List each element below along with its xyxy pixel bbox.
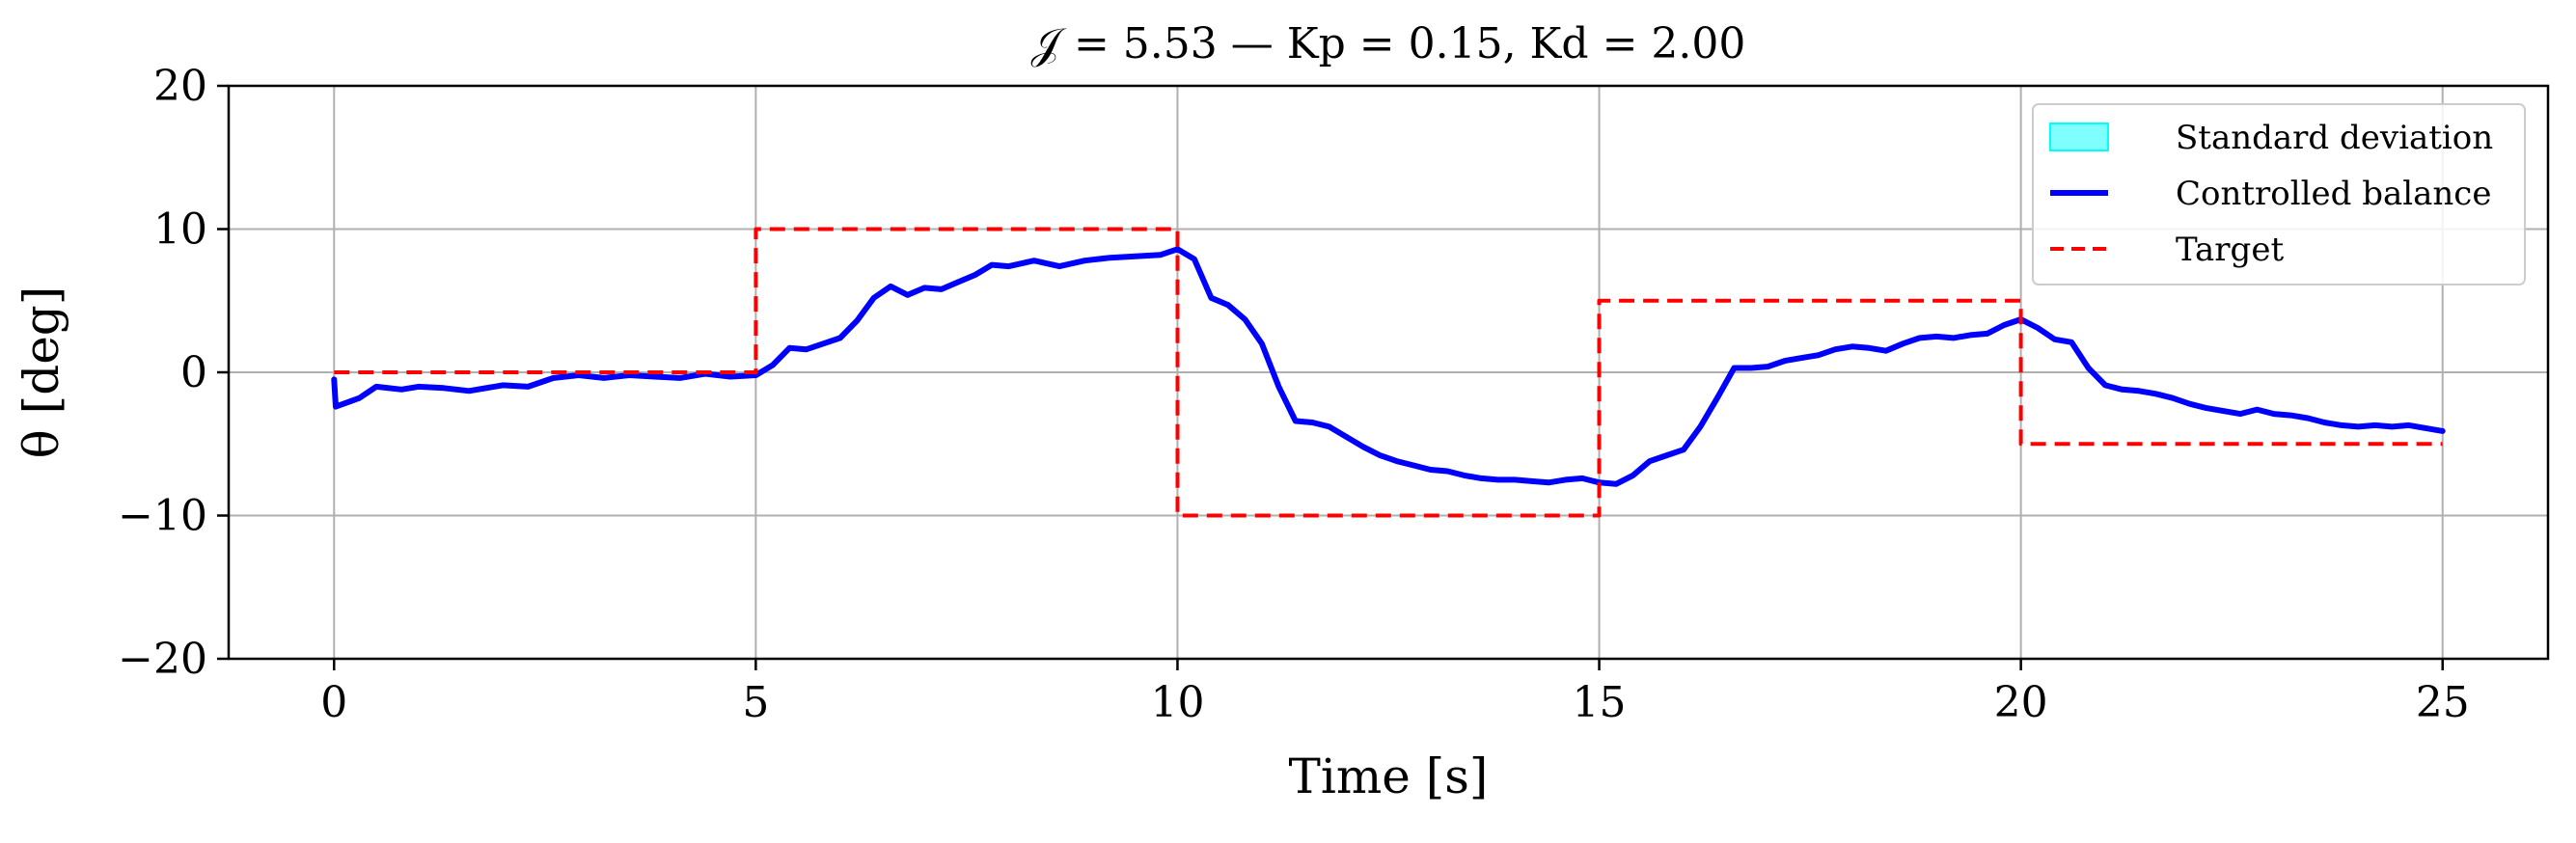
x-tick-label: 15	[1573, 678, 1627, 727]
x-tick-label: 25	[2416, 678, 2470, 727]
series-line-target	[334, 227, 2443, 518]
chart-title: 𝒥 = 5.53 — Kp = 0.15, Kd = 2.00	[1031, 19, 1746, 68]
x-tick-label: 10	[1150, 678, 1204, 727]
y-axis-label: θ [deg]	[14, 286, 69, 459]
y-tick-label: −10	[118, 492, 207, 541]
legend-label-std-deviation: Standard deviation	[2176, 119, 2493, 157]
series-layer	[331, 227, 2446, 518]
y-tick-label: 0	[180, 348, 207, 397]
legend: Standard deviation Controlled balance Ta…	[2032, 103, 2526, 286]
x-tick-label: 0	[320, 678, 347, 727]
y-tick-label: −20	[118, 635, 207, 684]
x-tick-label: 5	[742, 678, 769, 727]
series-line-controlled-balance	[331, 246, 2446, 487]
y-tick-label: 10	[153, 205, 207, 255]
x-axis-label: Time [s]	[1289, 748, 1489, 804]
legend-label-target: Target	[2176, 231, 2284, 269]
tick-layer: 0 5 10 15 20 25 −20 −10 0 10 20	[118, 62, 2470, 727]
legend-label-controlled-balance: Controlled balance	[2176, 175, 2491, 213]
legend-swatch-std-deviation	[2049, 122, 2109, 151]
x-tick-label: 20	[1994, 678, 2048, 727]
y-tick-label: 20	[153, 62, 207, 111]
legend-box	[2032, 103, 2526, 286]
